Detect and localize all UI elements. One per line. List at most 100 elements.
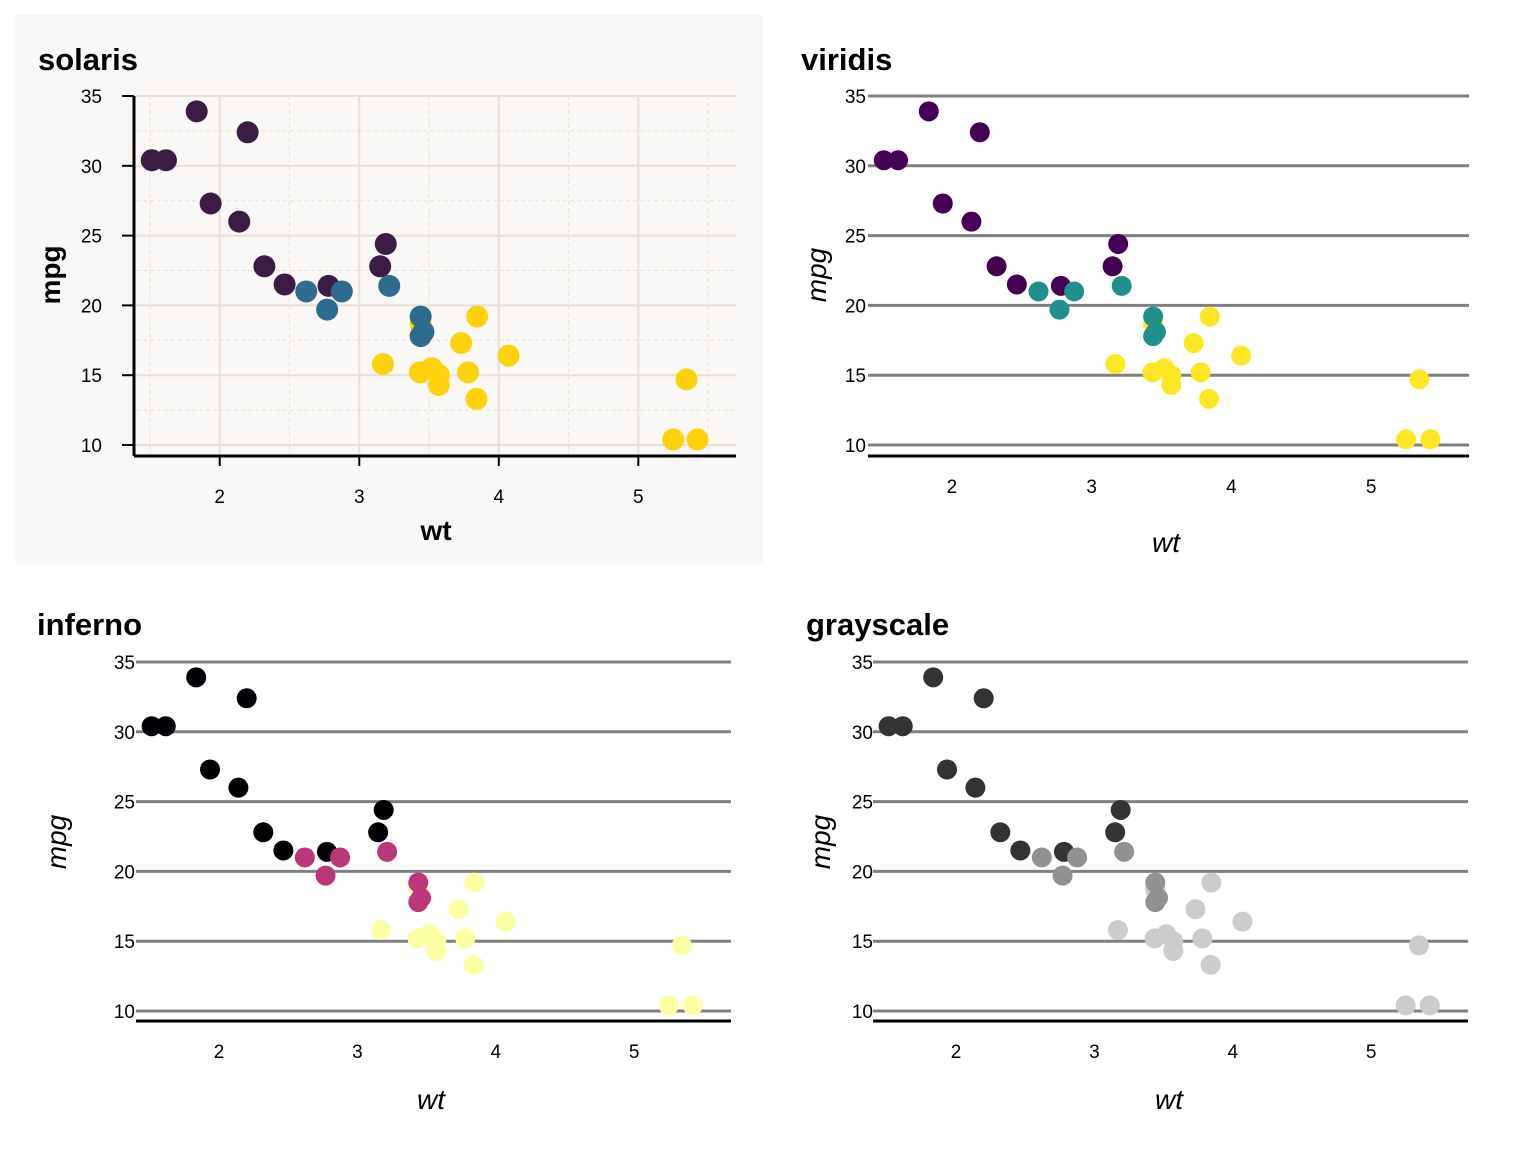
data-point: [961, 211, 982, 232]
data-point: [658, 995, 679, 1016]
y-tick-label: 20: [81, 296, 102, 317]
data-point: [1145, 872, 1166, 893]
data-point: [990, 822, 1011, 843]
data-point: [371, 353, 394, 376]
data-point: [1200, 954, 1221, 975]
data-point: [1419, 995, 1440, 1016]
data-point: [141, 716, 162, 737]
data-point: [294, 847, 315, 868]
panel-title: inferno: [37, 607, 142, 642]
data-point: [1107, 920, 1128, 941]
panel-title: viridis: [801, 42, 892, 77]
y-tick-label: 10: [845, 436, 866, 457]
data-point: [986, 256, 1007, 277]
data-point: [1231, 345, 1252, 366]
x-axis-label: wt: [1152, 527, 1181, 558]
y-tick-label: 25: [845, 227, 866, 248]
y-tick-label: 35: [852, 653, 873, 674]
data-point: [1031, 847, 1052, 868]
data-point: [923, 667, 944, 688]
y-tick-label: 35: [114, 653, 135, 674]
data-point: [969, 122, 990, 143]
data-point: [1192, 928, 1213, 949]
y-tick-label: 20: [114, 862, 135, 883]
panel-title: grayscale: [806, 607, 949, 642]
y-tick-label: 10: [852, 1002, 873, 1023]
x-tick-label: 3: [354, 487, 365, 508]
data-point: [411, 887, 432, 908]
data-point: [377, 841, 398, 862]
data-point: [463, 954, 484, 975]
data-point: [378, 274, 401, 297]
data-point: [1161, 365, 1182, 386]
y-axis-label: mpg: [35, 245, 66, 304]
data-point: [1420, 429, 1441, 450]
data-point: [1028, 281, 1049, 302]
data-point: [455, 928, 476, 949]
data-point: [236, 121, 259, 144]
data-point: [1408, 935, 1429, 956]
data-point: [495, 911, 516, 932]
y-tick-label: 10: [114, 1002, 135, 1023]
chart-panel-solaris: 10 15 20 25 30 35 2 3 4 5 solaris wt mpg: [15, 15, 763, 565]
x-axis-label: wt: [419, 515, 451, 546]
data-point: [888, 150, 909, 171]
data-point: [464, 872, 485, 893]
y-axis-label: mpg: [805, 814, 836, 869]
data-point: [273, 273, 296, 296]
data-point: [918, 101, 939, 122]
data-point: [427, 364, 450, 387]
data-point: [253, 255, 276, 278]
y-tick-label: 10: [81, 436, 102, 457]
data-point: [682, 995, 703, 1016]
data-point: [892, 716, 913, 737]
data-point: [1145, 321, 1166, 342]
data-point: [662, 428, 685, 451]
chart-panel-inferno: 10 15 20 25 30 35 2 3 4 5 inferno wt mpg: [37, 607, 731, 1115]
data-point: [316, 298, 339, 321]
x-tick-label: 2: [951, 1042, 962, 1063]
x-tick-label: 3: [352, 1042, 363, 1063]
data-point: [330, 280, 353, 303]
y-tick-label: 20: [852, 862, 873, 883]
data-point: [497, 344, 520, 367]
y-tick-label: 35: [845, 87, 866, 108]
data-point: [1049, 299, 1070, 320]
x-tick-label: 2: [947, 477, 958, 498]
data-point: [932, 193, 953, 214]
data-point: [965, 777, 986, 798]
y-tick-label: 30: [852, 723, 873, 744]
y-tick-label: 25: [114, 793, 135, 814]
data-point: [1163, 931, 1184, 952]
data-point: [1102, 256, 1123, 277]
data-point: [200, 759, 221, 780]
y-tick-label: 30: [81, 157, 102, 178]
data-point: [671, 935, 692, 956]
data-point: [1114, 841, 1135, 862]
x-tick-label: 3: [1089, 1042, 1100, 1063]
data-point: [253, 822, 274, 843]
data-point: [374, 232, 397, 255]
data-point: [937, 759, 958, 780]
data-point: [466, 305, 489, 328]
data-point: [1105, 822, 1126, 843]
data-point: [1201, 872, 1222, 893]
data-point: [228, 777, 249, 798]
data-point: [369, 255, 392, 278]
x-tick-label: 5: [629, 1042, 640, 1063]
y-tick-label: 30: [845, 157, 866, 178]
x-tick-label: 3: [1086, 477, 1097, 498]
data-point: [373, 799, 394, 820]
data-point: [1395, 995, 1416, 1016]
data-point: [412, 320, 435, 343]
data-point: [1111, 275, 1132, 296]
data-point: [1108, 233, 1129, 254]
y-axis-label: mpg: [41, 814, 72, 869]
y-tick-label: 15: [852, 932, 873, 953]
data-point: [1396, 429, 1417, 450]
y-tick-label: 25: [81, 227, 102, 248]
data-point: [426, 931, 447, 952]
y-tick-label: 15: [845, 366, 866, 387]
